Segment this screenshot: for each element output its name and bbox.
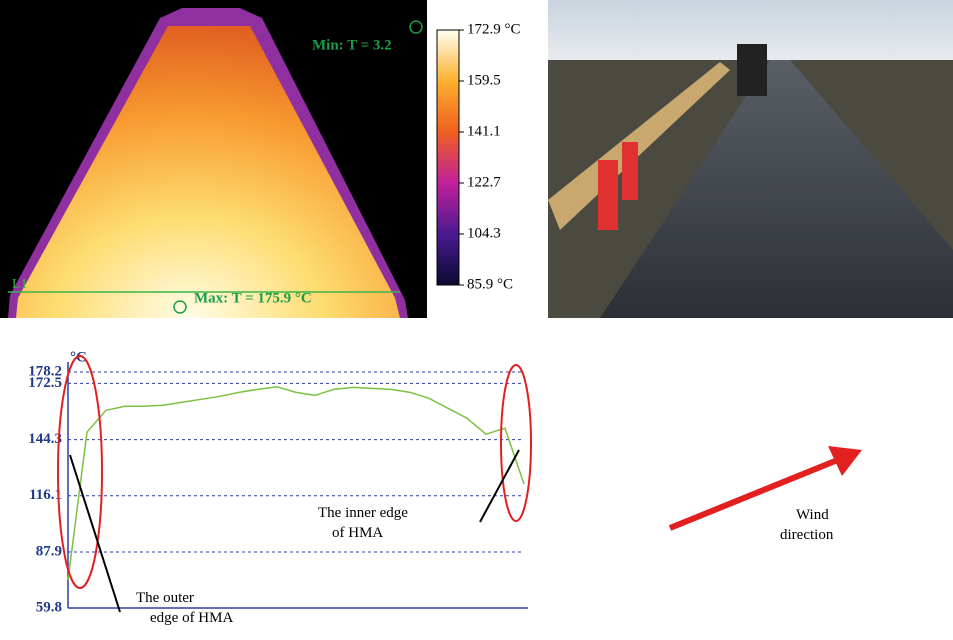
colorbar [437,30,459,285]
data-line [68,387,524,580]
photo-barrier [622,142,638,200]
colorbar-label: 172.9 °C [467,21,521,37]
pointer-line [480,450,519,522]
pointer-line [70,455,120,612]
figure: L1 Min: T = 3.2 Max: T = 175.9 °C 172.9 … [0,0,953,635]
y-tick-label: 116.1 [29,487,62,503]
colorbar-label: 104.3 [467,225,501,241]
y-tick-label: 178.2 [28,363,62,379]
colorbar-label: 85.9 °C [467,276,513,292]
highlight-ellipse [501,365,531,521]
line-label: L1 [12,277,28,292]
colorbar-label: 159.5 [467,72,501,88]
y-tick-label: 59.8 [36,599,62,615]
min-label: Min: T = 3.2 [312,37,392,53]
photo-barrier [598,160,618,230]
highlight-ellipse [58,356,102,588]
colorbar-label: 141.1 [467,123,501,139]
max-label: Max: T = 175.9 °C [194,290,312,306]
y-tick-label: 87.9 [36,543,62,559]
photo-roller [737,44,767,96]
y-tick-label: 144.3 [28,431,62,447]
colorbar-label: 122.7 [467,174,501,190]
